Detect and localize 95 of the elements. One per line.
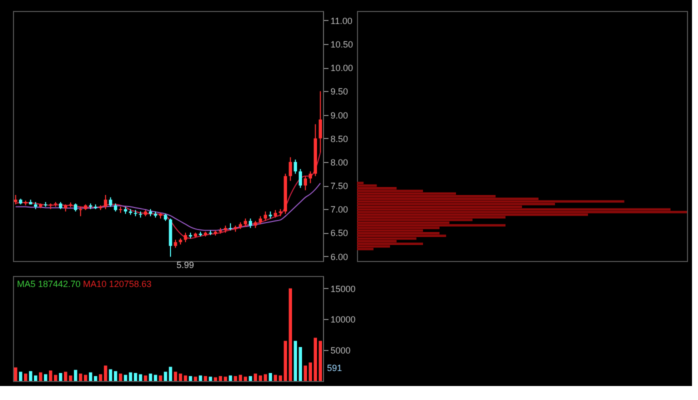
bar [234,376,238,381]
y-tick-label: 7.00 [330,204,348,215]
bar [228,375,232,381]
bar [94,376,98,381]
annotation: MA5 187442.70 [17,279,81,289]
y-tick-label: 15000 [330,284,356,294]
y-tick-label: 9.50 [330,86,348,97]
candlestick [184,232,188,243]
bar [248,376,252,381]
bar [164,372,168,381]
bar [14,367,18,381]
bar [357,242,423,245]
bar [318,340,322,381]
bar [148,374,152,381]
bar [258,375,262,381]
bar [284,340,288,381]
bar [198,375,202,381]
bar [88,372,92,381]
y-tick-label: 9.00 [330,110,348,120]
bar [298,347,302,381]
bar [118,374,122,381]
candlestick [14,194,18,205]
y-tick-label: 10.50 [330,40,354,50]
bar [168,366,172,381]
bar [58,372,62,381]
bar [34,375,38,381]
y-tick-label: 7.50 [330,181,348,192]
line-series [15,152,321,239]
bar [104,366,108,381]
bar [288,288,292,381]
line-series [15,182,321,231]
bar [254,374,258,381]
y-tick-label: 10.00 [330,63,354,74]
bar [208,376,212,381]
bar [28,371,32,381]
bar [264,374,268,381]
y-tick-label: 6.00 [330,252,348,262]
bar [78,374,82,381]
candlestick [288,156,292,182]
bar [68,375,72,381]
y-tick-label: 10000 [330,314,356,325]
candlestick [308,170,312,184]
candlestick [318,90,322,154]
y-tick-label: 6.50 [330,228,348,238]
bar [114,371,118,381]
bar [244,376,248,381]
bar [108,369,112,381]
bar [18,372,22,381]
bar [74,370,78,381]
y-tick-label: 8.00 [330,157,348,168]
candlestick [298,168,302,188]
annotation: MA10 120758.63 [83,279,152,289]
bar [184,375,188,381]
bar [357,224,506,226]
bar [308,362,312,381]
bar [48,370,52,381]
bar [304,366,308,381]
bar [38,372,42,381]
bar [188,376,192,381]
bar [158,375,162,381]
candlestick [108,196,112,208]
annotation: 5.99 [176,260,194,270]
bar [144,375,148,381]
y-tick-label: 8.50 [330,134,348,144]
candlestick [78,206,82,217]
candlestick [294,159,298,174]
bar [314,338,318,381]
y-tick-label: 5000 [330,346,351,356]
bar [194,376,198,381]
bar [178,374,182,381]
bar [238,374,242,381]
bar [84,374,88,381]
candlestick [104,194,108,210]
bar [138,374,142,381]
bar [357,234,446,238]
bar [128,372,132,381]
bar [154,374,158,381]
bar [174,372,178,381]
y-tick-label: 11.00 [330,16,352,26]
bar [204,376,208,381]
bar [224,376,228,381]
bar [64,372,68,381]
bar [278,375,282,381]
bar [274,374,278,381]
bar [24,374,28,381]
bar [44,374,48,381]
bar [268,372,272,381]
candlestick [304,176,308,191]
bar [218,376,222,381]
text: 591 [327,363,342,373]
bar [124,374,128,381]
bar [98,374,102,381]
bar [134,372,138,381]
bar [294,340,298,381]
bar [54,374,58,381]
